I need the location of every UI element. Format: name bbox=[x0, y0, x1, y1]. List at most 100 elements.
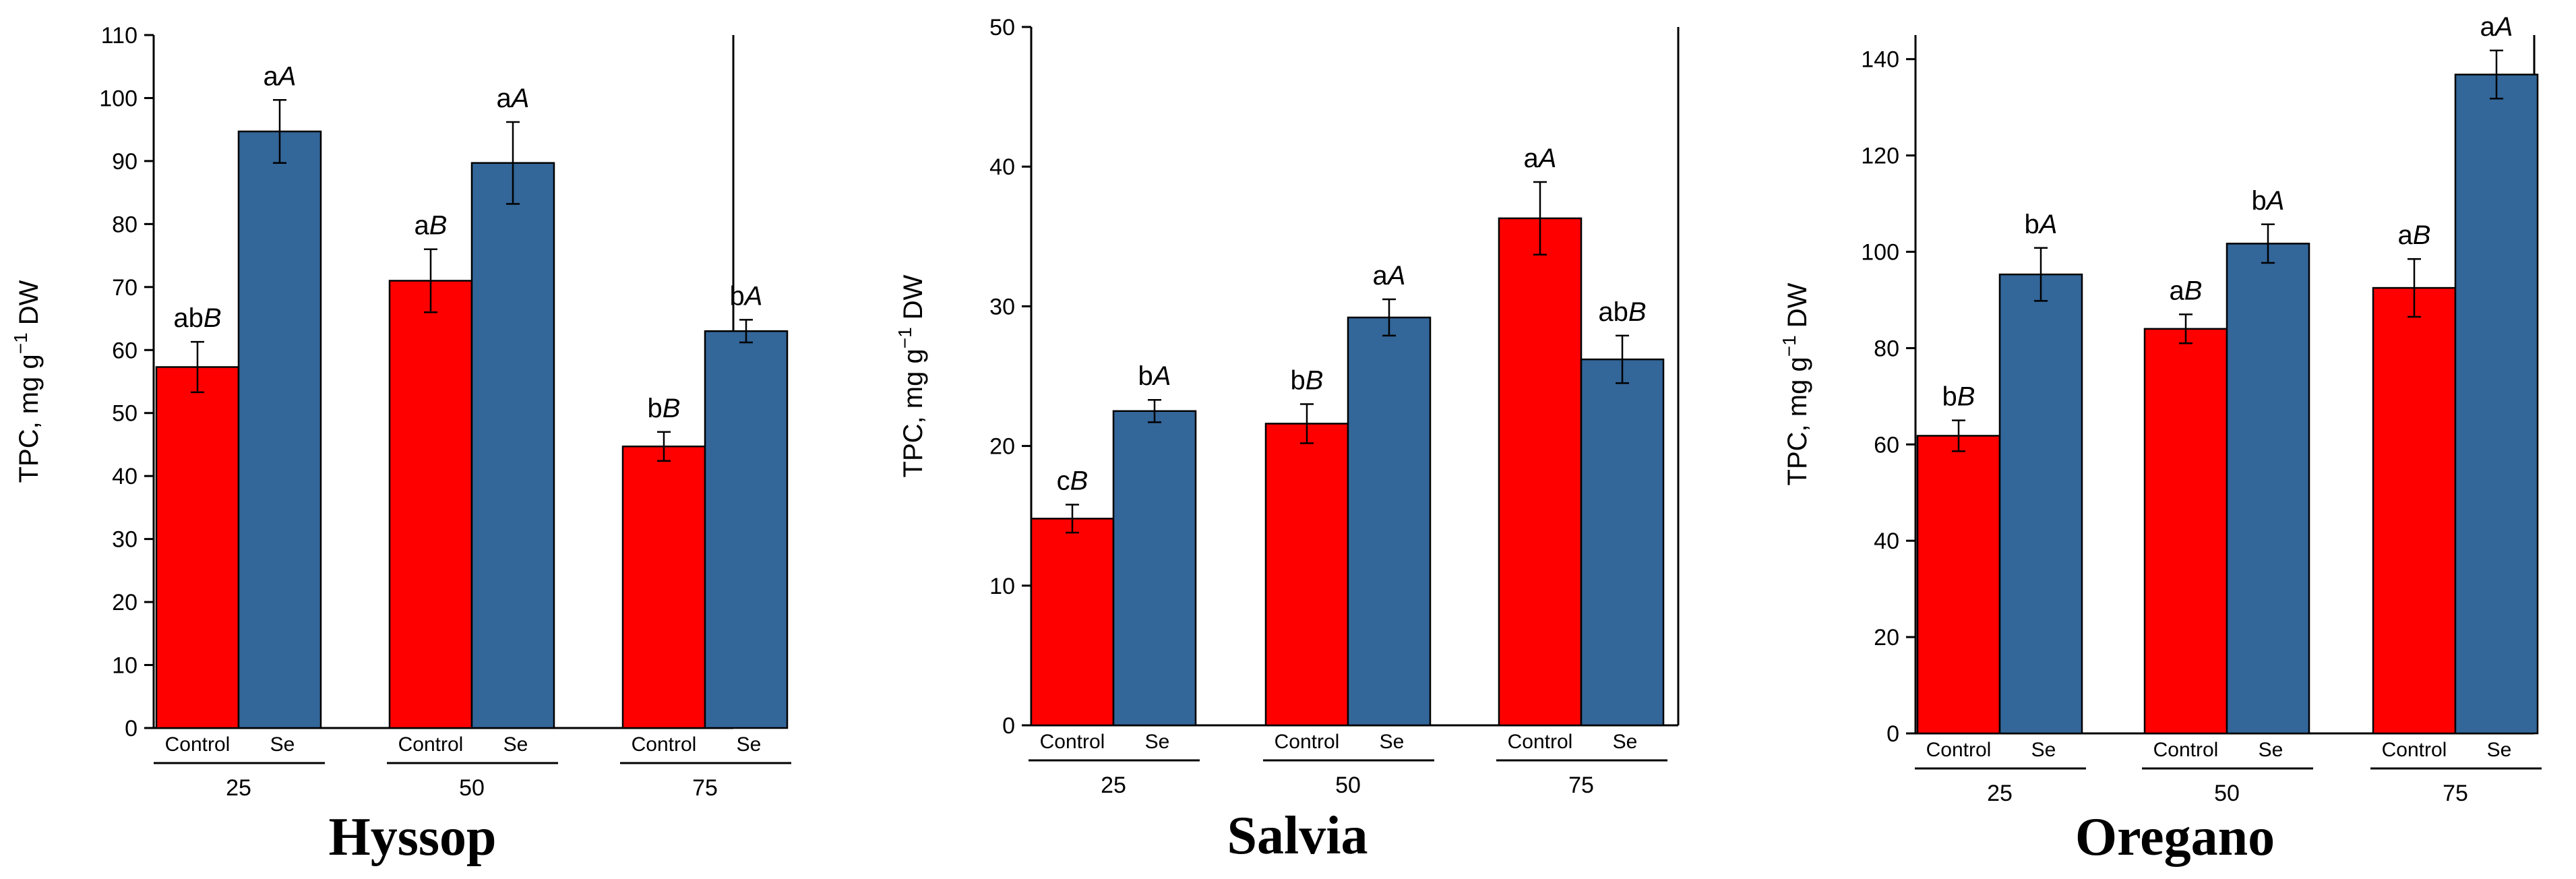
bar-se-75 bbox=[704, 330, 789, 729]
treatment-label: Se bbox=[2259, 739, 2283, 761]
y-tick-label: 120 bbox=[1861, 144, 1899, 169]
y-axis-label: TPC, mg g−1 DW bbox=[1779, 282, 1812, 485]
bar-control-50 bbox=[1264, 423, 1349, 727]
significance-letter: bB bbox=[648, 394, 681, 423]
treatment-label: Se bbox=[2487, 739, 2512, 761]
bar-control-25 bbox=[1916, 435, 2001, 735]
chart-hyssop: 0 10 20 30 40 50 60 70 80 90 100 110 TPC, mg g−1 DW a… bbox=[10, 23, 791, 867]
y-tick-label: 20 bbox=[112, 590, 137, 615]
y-axis-label-suffix: DW bbox=[1783, 282, 1812, 335]
chart-title: Hyssop bbox=[329, 808, 497, 867]
y-tick-label: 10 bbox=[989, 574, 1015, 599]
y-tick-label: 60 bbox=[1874, 432, 1899, 458]
significance-letter: aA bbox=[497, 84, 530, 113]
y-tick-label: 0 bbox=[125, 716, 137, 741]
y-tick-label: 40 bbox=[989, 154, 1015, 180]
group-label: 25 bbox=[1987, 781, 2013, 806]
y-tick-label: 90 bbox=[112, 149, 137, 175]
significance-letter: aA bbox=[1373, 261, 1406, 291]
significance-letter: aA bbox=[2480, 12, 2513, 42]
bar-se-25 bbox=[1112, 410, 1197, 727]
y-axis-label-sup: −1 bbox=[894, 327, 915, 348]
treatment-label: Se bbox=[1613, 731, 1638, 753]
bar-se-75 bbox=[2454, 73, 2539, 735]
group-label: 50 bbox=[1335, 772, 1361, 798]
y-tick-label: 70 bbox=[112, 275, 137, 301]
group-label: 50 bbox=[459, 775, 485, 801]
bar-control-50 bbox=[388, 280, 473, 729]
y-tick-label: 20 bbox=[1874, 625, 1899, 650]
y-axis-label-suffix: DW bbox=[14, 280, 44, 332]
y-tick-label: 40 bbox=[112, 464, 137, 489]
bar-control-50 bbox=[2143, 328, 2228, 735]
y-tick-label: 0 bbox=[1002, 713, 1015, 739]
bar-se-50 bbox=[1347, 316, 1432, 727]
bar-control-25 bbox=[1030, 518, 1115, 727]
significance-letter: cB bbox=[1057, 466, 1088, 496]
y-tick-label: 0 bbox=[1887, 721, 1899, 747]
treatment-label: Control bbox=[2153, 739, 2219, 761]
group-label: 75 bbox=[692, 775, 718, 801]
bar-control-75 bbox=[1498, 217, 1583, 727]
treatment-label: Control bbox=[2382, 739, 2447, 761]
significance-letter: aB bbox=[2170, 276, 2203, 305]
significance-letter: aB bbox=[2398, 220, 2431, 250]
bar-se-25 bbox=[1998, 273, 2083, 735]
y-tick-label: 60 bbox=[112, 338, 137, 363]
y-tick-label: 30 bbox=[112, 527, 137, 553]
bar-control-75 bbox=[621, 446, 706, 729]
y-axis-label-sup: −1 bbox=[1779, 335, 1800, 357]
group-label: 25 bbox=[226, 775, 251, 801]
significance-letter: bB bbox=[1291, 365, 1324, 395]
significance-letter: aA bbox=[264, 61, 297, 91]
y-tick-label: 30 bbox=[989, 294, 1015, 320]
y-tick-label: 80 bbox=[112, 212, 137, 237]
bar-control-75 bbox=[2372, 286, 2457, 735]
bar-control-25 bbox=[155, 366, 240, 729]
significance-letter: bA bbox=[2025, 210, 2058, 239]
y-tick-label: 10 bbox=[112, 653, 137, 679]
y-tick-label: 100 bbox=[1861, 240, 1899, 266]
y-axis-label: TPC, mg g−1 DW bbox=[894, 274, 928, 477]
y-axis-label: TPC, mg g−1 DW bbox=[10, 280, 44, 483]
y-axis-label-sup: −1 bbox=[10, 332, 31, 354]
bar-se-50 bbox=[470, 162, 555, 729]
y-tick-label: 40 bbox=[1874, 528, 1899, 554]
treatment-label: Se bbox=[270, 733, 295, 756]
y-tick-label: 140 bbox=[1861, 47, 1899, 73]
significance-letter: bA bbox=[2252, 186, 2285, 216]
group-label: 25 bbox=[1101, 772, 1126, 798]
y-axis-label-base: TPC, mg g bbox=[14, 354, 44, 483]
significance-letter: abB bbox=[173, 303, 221, 333]
treatment-label: Se bbox=[2031, 739, 2056, 761]
bar-se-25 bbox=[237, 130, 322, 729]
y-tick-label: 50 bbox=[112, 401, 137, 427]
chart-oregano: 0 20 40 60 80 100 120 140 TPC, mg g−1 DW bB bA Cont… bbox=[1779, 12, 2542, 867]
significance-letter: aB bbox=[415, 211, 448, 241]
chart-title: Oregano bbox=[2075, 808, 2275, 867]
treatment-label: Se bbox=[503, 733, 528, 756]
bar-se-75 bbox=[1580, 358, 1665, 727]
significance-letter: bA bbox=[730, 281, 763, 311]
treatment-label: Se bbox=[1380, 731, 1405, 753]
significance-letter: aA bbox=[1524, 144, 1557, 173]
chart-title: Salvia bbox=[1227, 806, 1368, 866]
treatment-label: Control bbox=[1926, 739, 1992, 761]
group-label: 75 bbox=[2443, 781, 2468, 806]
bar-se-50 bbox=[2226, 243, 2310, 735]
chart-salvia: 0 10 20 30 40 50 TPC, mg g−1 DW cB bA Control Se 25… bbox=[894, 15, 1680, 866]
y-tick-label: 50 bbox=[989, 15, 1015, 40]
treatment-label: Se bbox=[737, 733, 762, 756]
treatment-label: Se bbox=[1145, 731, 1170, 753]
treatment-label: Control bbox=[632, 733, 697, 756]
significance-letter: abB bbox=[1598, 297, 1646, 327]
group-label: 75 bbox=[1568, 772, 1594, 798]
treatment-label: Control bbox=[1508, 731, 1573, 753]
y-tick-label: 80 bbox=[1874, 336, 1899, 361]
treatment-label: Control bbox=[1275, 731, 1340, 753]
significance-letter: bB bbox=[1942, 382, 1975, 412]
treatment-label: Control bbox=[1040, 731, 1105, 753]
y-tick-label: 110 bbox=[101, 23, 137, 49]
y-axis-label-suffix: DW bbox=[898, 274, 928, 327]
